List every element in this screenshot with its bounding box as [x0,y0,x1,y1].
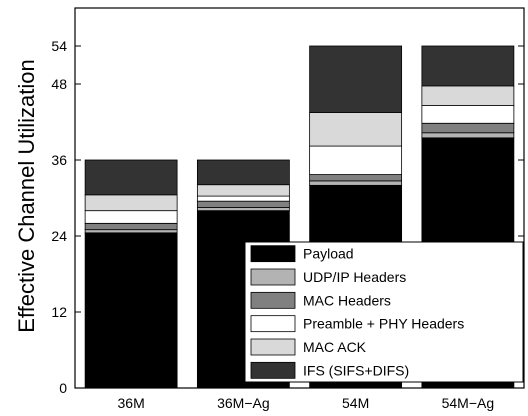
legend-swatch-5 [250,338,296,356]
y-tick-label-3: 24 [51,228,67,244]
legend-label-5: MAC ACK [303,339,367,355]
legend: Payload UDP/IP Headers MAC Headers Preamble… [244,241,524,383]
x-tick-label-2: 36M−Ag [217,395,270,411]
bar-segment-3-2 [196,200,290,208]
bar-segment-3-1 [84,222,178,231]
y-tick-label-6: 54 [51,38,67,54]
bar-segment-3-3 [309,174,403,182]
legend-label-1: Payload [303,246,354,262]
y-tick-label-2: 12 [51,304,67,320]
bar-segment-5-1 [84,194,178,212]
y-tick-label-4: 36 [51,152,67,168]
bar-segment-6-1 [84,159,178,196]
legend-swatch-3 [250,291,296,309]
bar-segment-3-4 [421,122,515,134]
y-tick-label-5: 48 [51,76,67,92]
legend-label-3: MAC Headers [303,292,391,308]
legend-box [244,241,524,383]
legend-swatch-1 [250,245,296,263]
bar-segment-5-4 [421,85,515,106]
legend-swatch-4 [250,315,296,333]
bar-segment-4-4 [421,105,515,124]
bar-segment-4-3 [309,145,403,175]
x-axis: 36M 36M−Ag 54M 54M−Ag [118,382,495,411]
legend-label-2: UDP/IP Headers [303,269,406,285]
bar-segment-2-2 [196,207,290,212]
bar-segment-2-4 [421,132,515,139]
plot-frame [74,7,525,389]
bar-segment-6-3 [309,45,403,113]
bar-segment-2-1 [84,229,178,234]
x-tick-label-1: 36M [118,395,145,411]
y-axis: 0 12 24 36 48 54 [51,38,524,396]
x-tick-label-4: 54M−Ag [442,395,495,411]
x-tick-label-3: 54M [342,395,369,411]
bar-segment-1-1 [84,232,178,389]
legend-swatch-2 [250,268,296,286]
bar-segment-4-1 [84,210,178,224]
bar-segment-5-2 [196,184,290,197]
y-axis-label: Effective Channel Utilization [14,59,39,333]
y-tick-label-1: 0 [59,380,67,396]
bar-segment-6-2 [196,159,290,186]
bar-segment-2-3 [309,180,403,186]
legend-label-4: Preamble + PHY Headers [303,316,464,332]
legend-swatch-6 [250,361,296,379]
bar-segment-5-3 [309,112,403,147]
bars-group [84,45,515,389]
bar-segment-4-2 [196,195,290,202]
bar-segment-6-4 [421,45,515,87]
legend-label-6: IFS (SIFS+DIFS) [303,362,409,378]
